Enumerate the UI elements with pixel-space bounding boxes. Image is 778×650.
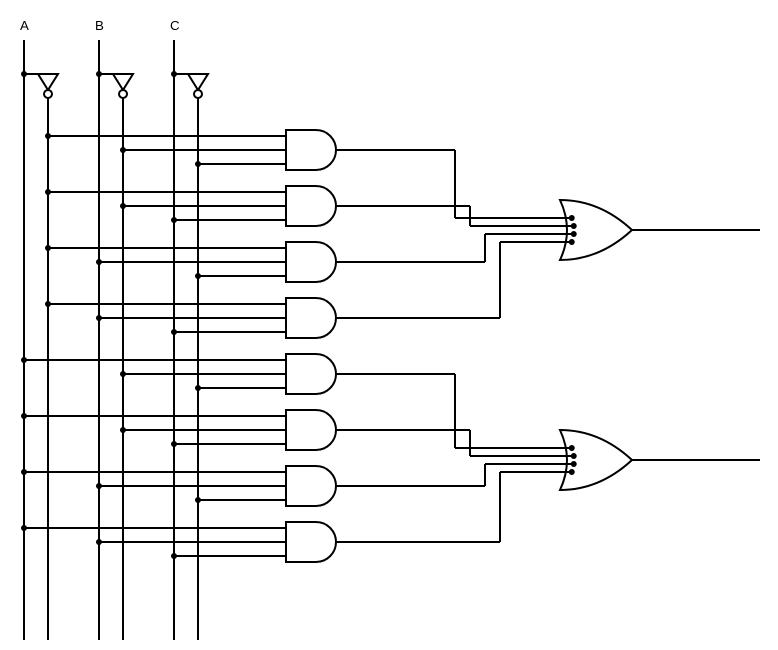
svg-text:C: C xyxy=(170,18,180,33)
logic-circuit-diagram: A B C xyxy=(0,0,778,650)
svg-text:A: A xyxy=(20,18,29,33)
svg-text:B: B xyxy=(95,18,104,33)
